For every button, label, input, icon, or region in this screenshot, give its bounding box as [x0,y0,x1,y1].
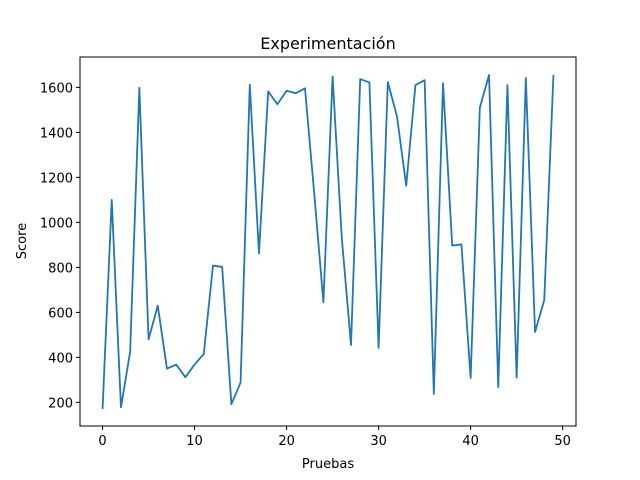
y-tick-label-6: 1400 [40,126,73,141]
x-tick-label-1: 10 [186,434,203,449]
chart-title: Experimentación [260,34,395,53]
y-tick-label-2: 600 [48,306,73,321]
y-tick-label-7: 1600 [40,81,73,96]
y-tick-label-1: 400 [48,351,73,366]
x-tick-label-5: 50 [554,434,571,449]
x-tick-label-2: 20 [278,434,295,449]
y-tick-label-3: 800 [48,261,73,276]
x-tick-label-0: 0 [98,434,106,449]
series-line-0 [101,74,555,410]
axis-ticks: 0 10 20 30 40 50 200 400 600 800 1000 1200 1400 1600 [40,81,571,449]
plot-area [101,74,555,410]
y-tick-label-5: 1200 [40,171,73,186]
y-tick-label-4: 1000 [40,216,73,231]
y-tick-label-0: 200 [48,396,73,411]
plot-frame [79,56,577,427]
x-tick-label-4: 40 [462,434,479,449]
x-tick-label-3: 30 [370,434,387,449]
y-axis-label: Score [15,223,30,259]
x-axis-label: Pruebas [302,457,354,472]
